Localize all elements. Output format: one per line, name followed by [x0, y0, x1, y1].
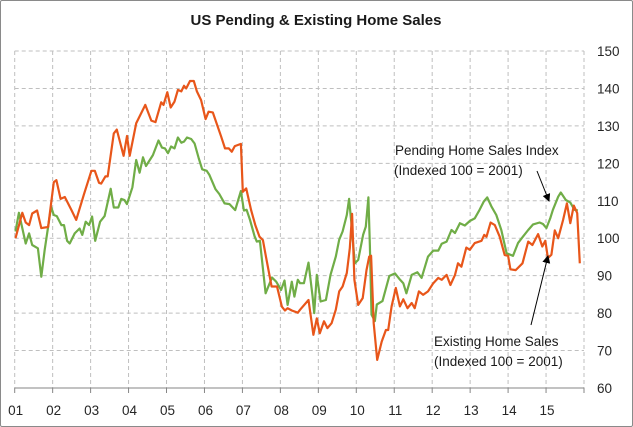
existing-home-sales-line: [14, 79, 581, 361]
x-tick-label: 06: [198, 403, 213, 418]
y-tick-label: 70: [597, 344, 612, 359]
x-tick-label: 11: [388, 403, 402, 418]
x-tick-label: 03: [84, 403, 99, 418]
x-tick-label: 05: [160, 403, 175, 418]
pending-annotation-arrow: [536, 170, 551, 202]
existing-annotation-line1: Existing Home Sales: [434, 334, 559, 349]
existing-annotation-line2: (Indexed 100 = 2001): [434, 354, 563, 369]
x-tick-label: 02: [46, 403, 61, 418]
y-tick-label: 110: [597, 194, 619, 209]
y-tick-label: 60: [597, 381, 612, 396]
y-tick-label: 120: [597, 156, 620, 171]
y-tick-label: 150: [597, 44, 620, 59]
y-tick-label: 80: [597, 306, 612, 321]
y-tick-label: 140: [597, 81, 620, 96]
x-tick-label: 10: [350, 403, 365, 418]
existing-annotation-arrow: [530, 255, 551, 326]
pending-annotation-line1: Pending Home Sales Index: [395, 143, 559, 158]
x-tick-label: 14: [502, 403, 518, 418]
x-tick-label: 08: [274, 403, 289, 418]
x-tick-label: 13: [464, 403, 479, 418]
pending-annotation-line2: (Indexed 100 = 2001): [394, 163, 523, 178]
y-tick-label: 100: [597, 231, 620, 246]
x-tick-label: 07: [236, 403, 251, 418]
pending-home-sales-line: [14, 136, 579, 323]
series-lines: [14, 79, 581, 361]
x-tick-label: 15: [540, 403, 555, 418]
y-tick-label: 130: [597, 119, 620, 134]
x-tick-label: 12: [426, 403, 441, 418]
y-tick-label: 90: [597, 269, 612, 284]
axes: 60 70 80 90 100 110 120 130 140 150 01 02 03 04 05 06 07…: [8, 44, 619, 418]
chart-title: US Pending & Existing Home Sales: [191, 12, 442, 29]
x-tick-label: 04: [122, 403, 138, 418]
x-tick-label: 09: [312, 403, 327, 418]
x-tick-label: 01: [8, 403, 23, 418]
annotations: Pending Home Sales Index (Indexed 100 = …: [394, 143, 563, 369]
